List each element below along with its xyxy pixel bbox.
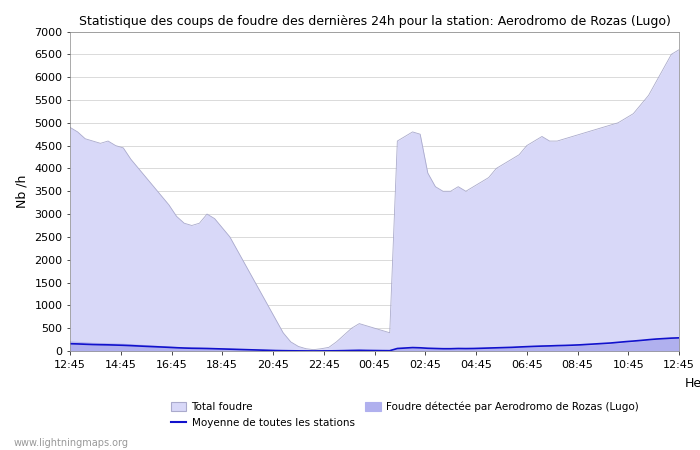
Legend: Total foudre, Moyenne de toutes les stations, Foudre détectée par Aerodromo de R: Total foudre, Moyenne de toutes les stat… bbox=[167, 398, 643, 432]
Title: Statistique des coups de foudre des dernières 24h pour la station: Aerodromo de : Statistique des coups de foudre des dern… bbox=[78, 14, 671, 27]
Y-axis label: Nb /h: Nb /h bbox=[15, 175, 29, 208]
Text: www.lightningmaps.org: www.lightningmaps.org bbox=[14, 438, 129, 448]
Text: Heure: Heure bbox=[685, 377, 700, 390]
